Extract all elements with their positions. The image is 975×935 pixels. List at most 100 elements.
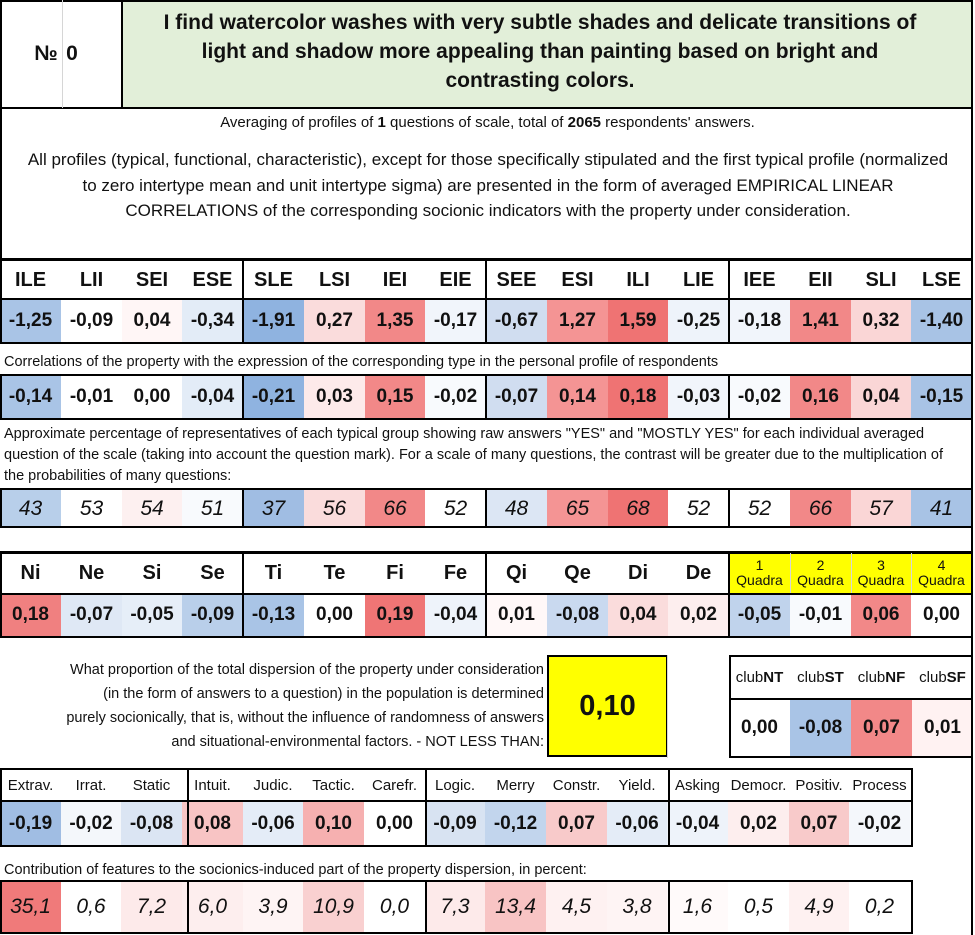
- v-gridline: [667, 655, 668, 758]
- v-border: [242, 488, 244, 528]
- v-border: [0, 488, 2, 528]
- trait-header: Carefr.: [371, 776, 417, 794]
- club-code: SF: [946, 668, 966, 686]
- h-border: [0, 932, 913, 934]
- summary-prefix: Averaging of profiles of: [220, 114, 378, 131]
- quadra-value: 0,00: [911, 594, 972, 636]
- contribution-value: 0,5: [728, 882, 789, 932]
- trait-header: Yield.: [618, 776, 656, 794]
- contribution-value: 4,5: [546, 882, 607, 932]
- trait-header: Irrat.: [75, 776, 107, 794]
- type-header: SLE: [254, 268, 293, 291]
- type-header: ILI: [626, 268, 650, 291]
- club-prefix: club: [919, 668, 947, 686]
- type-value: -1,25: [0, 300, 61, 342]
- v-border: [728, 258, 730, 344]
- type-header: LSE: [922, 268, 961, 291]
- function-header: Fe: [443, 561, 468, 584]
- function-value: -0,09: [182, 594, 243, 636]
- type-value: 1,35: [365, 300, 425, 342]
- type-header: SLI: [865, 268, 897, 291]
- h-border: [729, 655, 973, 657]
- v-border: [728, 374, 730, 420]
- v-border: [485, 258, 487, 344]
- type-value: -1,91: [243, 300, 304, 342]
- trait-header: Static: [132, 776, 171, 794]
- club-code: NF: [885, 668, 906, 686]
- trait-value: -0,06: [607, 802, 667, 846]
- trait-header: Democr.: [730, 776, 787, 794]
- trait-header: Asking: [674, 776, 721, 794]
- v-gridline: [62, 0, 63, 108]
- dispersion-line: What proportion of the total dispersion …: [70, 662, 544, 678]
- contribution-value: 0,2: [849, 882, 910, 932]
- correlation-value: -0,02: [425, 376, 486, 418]
- function-value: -0,07: [61, 594, 122, 636]
- v-border: [121, 0, 123, 108]
- trait-header: Merry: [496, 776, 535, 794]
- percentage-value: 37: [243, 490, 304, 528]
- correlation-value: -0,15: [911, 376, 972, 418]
- function-header: De: [685, 561, 712, 584]
- title-cell: [122, 0, 973, 108]
- v-border: [485, 551, 487, 638]
- correlation-value: 0,14: [547, 376, 608, 418]
- function-value: 0,00: [304, 594, 365, 636]
- contribution-value: 35,1: [0, 882, 61, 932]
- type-value: -0,34: [182, 300, 243, 342]
- v-border: [0, 258, 2, 344]
- v-border: [0, 551, 2, 638]
- function-header: Ni: [20, 561, 41, 584]
- club-header: club NF: [851, 656, 912, 698]
- quadra-header: 2 Quadra: [790, 553, 851, 593]
- h-border: [0, 0, 973, 2]
- trait-header: Extrav.: [7, 776, 54, 794]
- quadra-label: Quadra: [797, 572, 844, 588]
- trait-value: 0,10: [303, 802, 364, 846]
- v-border: [668, 768, 670, 847]
- v-border: [668, 880, 670, 934]
- club-code: NT: [763, 668, 784, 686]
- type-header: IEI: [382, 268, 408, 291]
- h-border: [0, 107, 973, 109]
- percentage-value: 66: [365, 490, 425, 528]
- trait-header: Intuit.: [194, 776, 231, 794]
- type-header: ESE: [192, 268, 233, 291]
- club-header: club ST: [790, 656, 851, 698]
- contribution-value: 4,9: [789, 882, 849, 932]
- quadra-value: 0,06: [851, 594, 911, 636]
- v-border: [425, 768, 427, 847]
- correlation-value: 0,18: [608, 376, 668, 418]
- question-count: 1: [377, 114, 386, 131]
- percentage-value: 41: [911, 490, 972, 528]
- v-border: [187, 880, 189, 934]
- summary-suffix: respondents' answers.: [601, 114, 755, 131]
- function-header: Se: [200, 561, 225, 584]
- club-value: 0,01: [912, 700, 973, 756]
- club-prefix: club: [857, 668, 886, 686]
- type-value: 1,27: [547, 300, 608, 342]
- function-header: Di: [628, 561, 648, 584]
- type-header: LII: [79, 268, 104, 291]
- summary-middle: questions of scale, total of: [385, 114, 568, 131]
- club-value: 0,07: [851, 700, 912, 756]
- h-border: [0, 845, 913, 847]
- page-title: I find watercolor washes with very subtl…: [163, 11, 917, 92]
- quadra-header: 3 Quadra: [851, 553, 911, 593]
- type-value: -0,09: [61, 300, 122, 342]
- trait-header: Constr.: [552, 776, 601, 794]
- type-value: 0,04: [122, 300, 182, 342]
- h-border: [729, 756, 973, 758]
- v-border: [485, 374, 487, 420]
- percentage-value: 57: [851, 490, 911, 528]
- v-border: [729, 655, 731, 758]
- type-header: EIE: [439, 268, 472, 291]
- percentage-value: 68: [608, 490, 668, 528]
- type-value: -0,18: [729, 300, 790, 342]
- function-value: 0,04: [608, 594, 668, 636]
- percentage-value: 66: [790, 490, 851, 528]
- type-value: -0,25: [668, 300, 729, 342]
- function-header: Ti: [264, 561, 283, 584]
- h-border: [0, 880, 913, 882]
- club-value: 0,00: [729, 700, 790, 756]
